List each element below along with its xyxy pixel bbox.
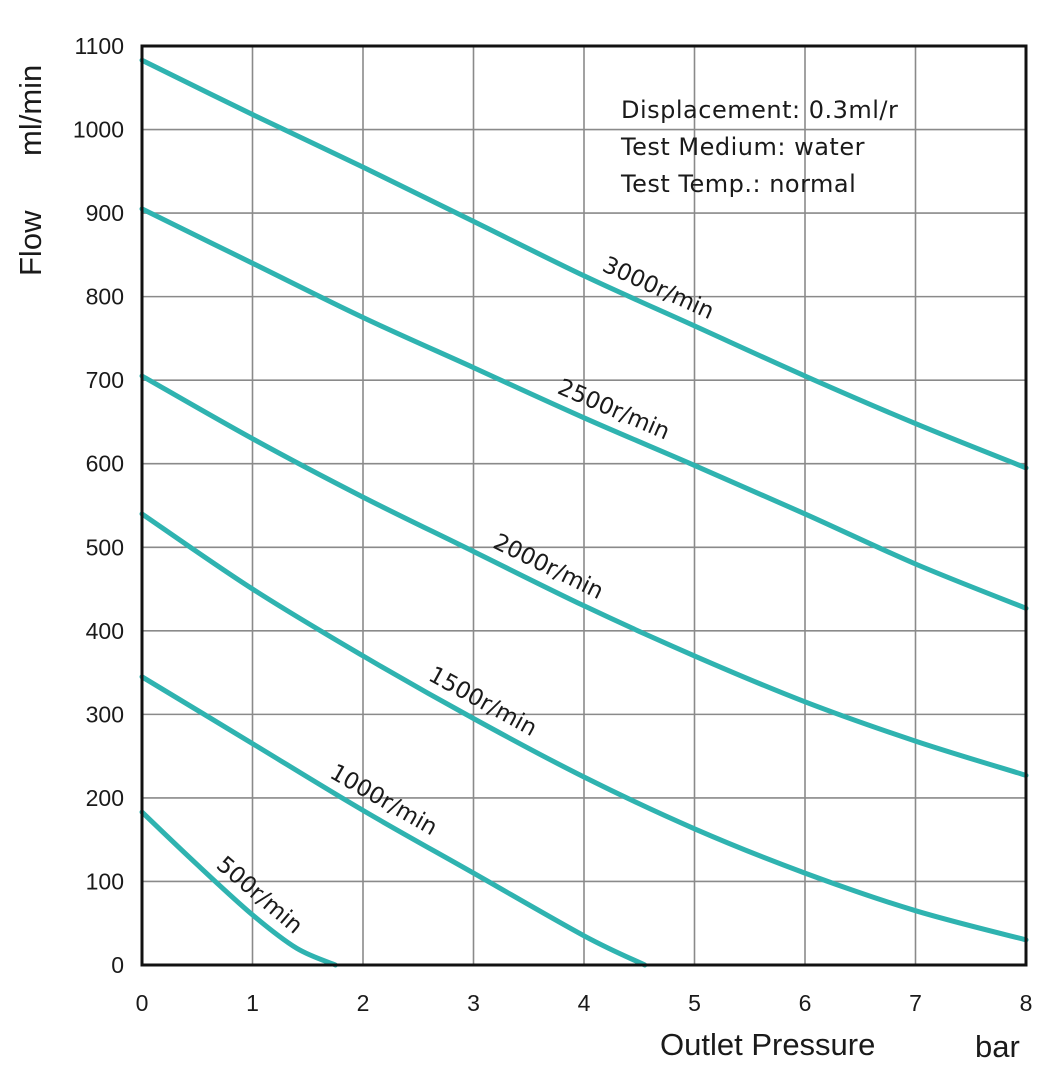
x-tick-label: 6 [799, 990, 812, 1016]
x-tick-label: 5 [688, 990, 701, 1016]
curve-1500r-min [139, 511, 1029, 943]
x-tick-label: 7 [909, 990, 922, 1016]
y-tick-label: 1000 [73, 117, 124, 143]
y-tick-label: 800 [86, 284, 124, 310]
curve-2000r-min [139, 373, 1029, 778]
y-tick-label: 500 [86, 534, 124, 560]
x-tick-label: 1 [246, 990, 259, 1016]
x-tick-label: 3 [467, 990, 480, 1016]
note-test-temp: Test Temp.: normal [620, 170, 856, 198]
y-tick-label: 300 [86, 701, 124, 727]
y-axis-unit: ml/min [13, 65, 48, 156]
curve-3000r-min [139, 57, 1029, 471]
note-displacement: Displacement: 0.3ml/r [621, 96, 898, 124]
y-tick-label: 200 [86, 785, 124, 811]
x-axis-unit: bar [975, 1029, 1020, 1064]
x-tick-label: 4 [578, 990, 591, 1016]
y-tick-label: 600 [86, 451, 124, 477]
y-axis-label: Flow [13, 210, 48, 276]
y-tick-label: 700 [86, 367, 124, 393]
series-label: 500r/min [211, 852, 307, 940]
note-test-medium: Test Medium: water [620, 133, 865, 161]
curves [139, 57, 1029, 968]
y-tick-label: 400 [86, 618, 124, 644]
x-axis-label: Outlet Pressure [660, 1027, 875, 1062]
curve-500r-min [139, 809, 338, 968]
x-tick-label: 0 [136, 990, 149, 1016]
curve-1000r-min [139, 674, 648, 968]
x-tick-label: 8 [1020, 990, 1033, 1016]
x-tick-label: 2 [357, 990, 370, 1016]
plot-frame [140, 44, 1028, 967]
tick-labels: 0 1 2 3 4 5 6 7 8 0 100 200 300 400 500 600 700 800 900 100… [73, 33, 1033, 1016]
y-tick-label: 0 [111, 952, 124, 978]
y-tick-label: 900 [86, 200, 124, 226]
curve-2500r-min [139, 206, 1029, 611]
test-conditions-note: Displacement: 0.3ml/r Test Medium: water… [620, 96, 898, 198]
grid-lines [141, 45, 1027, 966]
y-tick-label: 100 [86, 868, 124, 894]
series-labels: 3000r/min2500r/min2000r/min1500r/min1000… [211, 252, 718, 939]
y-tick-label: 1100 [75, 33, 124, 59]
